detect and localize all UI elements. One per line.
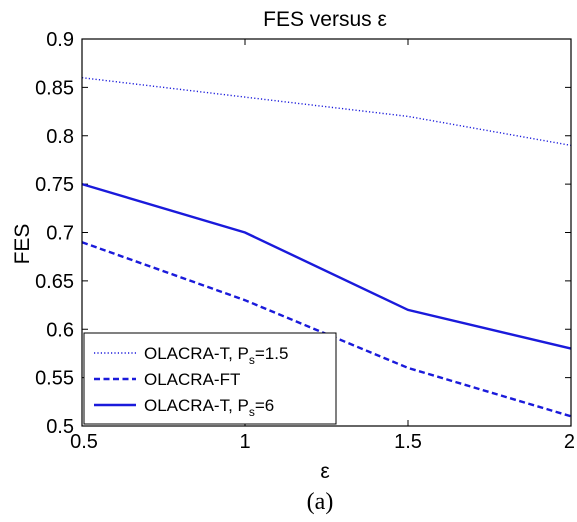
legend-label: OLACRA-T, Ps=1.5: [144, 344, 288, 367]
x-tick-label: 1: [239, 431, 250, 453]
series-line-1: [81, 77, 572, 147]
y-tick-label: 0.65: [35, 271, 74, 293]
x-axis-label: ε: [320, 460, 329, 483]
y-tick-label: 0.75: [35, 174, 74, 196]
y-tick-label: 0.8: [46, 126, 74, 148]
y-tick-label: 0.55: [35, 368, 74, 390]
legend-label: OLACRA-FT: [144, 370, 240, 389]
chart-title: FES versus ε: [263, 8, 387, 31]
legend-label: OLACRA-T, Ps=6: [144, 396, 274, 419]
x-axis-ticks: 0.5 1 1.5 2: [70, 39, 575, 453]
y-tick-label: 0.85: [35, 77, 74, 99]
series-line-3: [81, 182, 572, 350]
y-tick-label: 0.7: [46, 223, 74, 245]
figure-caption: (a): [307, 489, 334, 515]
y-tick-label: 0.6: [46, 319, 74, 341]
x-tick-label: 2: [564, 431, 575, 453]
y-axis-ticks: 0.5 0.55 0.6 0.65 0.7 0.75 0.8 0.85 0.9: [35, 29, 571, 438]
y-tick-label: 0.5: [46, 416, 74, 438]
y-tick-label: 0.9: [46, 29, 74, 51]
x-tick-label: 1.5: [394, 431, 422, 453]
legend: OLACRA-T, Ps=1.5 OLACRA-FT OLACRA-T, Ps=6: [83, 332, 337, 425]
y-axis-label: FES: [11, 224, 34, 265]
plot-frame: [81, 38, 572, 427]
x-tick-label: 0.5: [70, 431, 98, 453]
